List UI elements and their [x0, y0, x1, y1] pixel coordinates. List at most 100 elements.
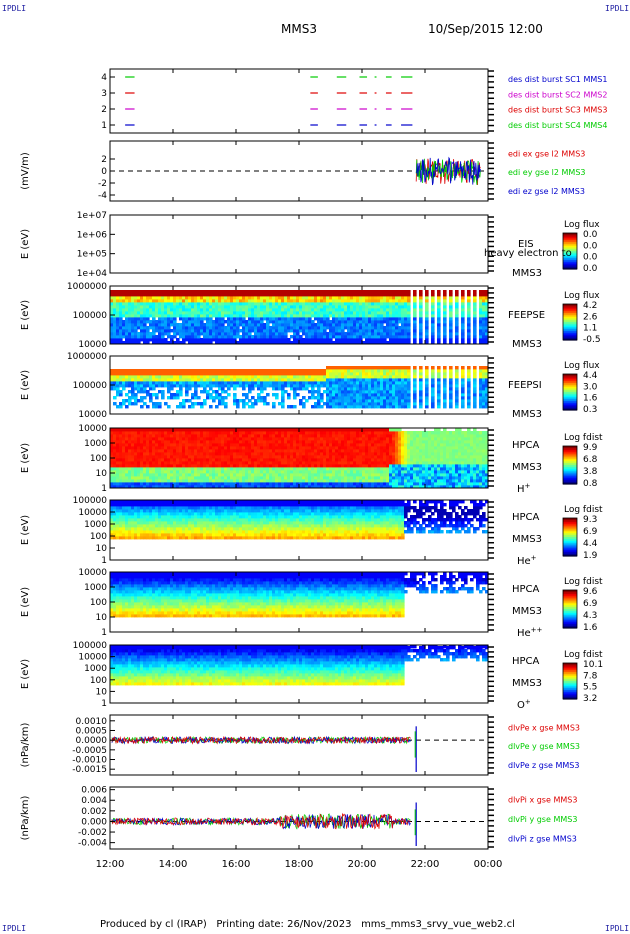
spectrogram-cell: [179, 311, 183, 315]
spectrogram-cell: [191, 308, 195, 312]
spectrogram-cell: [380, 311, 384, 315]
spectrogram-cell: [308, 311, 312, 315]
spectrogram-cell: [161, 314, 165, 318]
spectrogram-cell: [251, 470, 255, 474]
spectrogram-cell: [275, 381, 279, 385]
spectrogram-cell: [167, 381, 171, 385]
spectrogram-cell: [119, 458, 123, 462]
spectrogram-cell: [266, 326, 270, 330]
spectrogram-cell: [239, 381, 243, 385]
spectrogram-cell: [128, 314, 132, 318]
spectrogram-cell: [419, 399, 423, 403]
colorbar: [563, 233, 577, 270]
spectrogram-cell: [152, 338, 156, 342]
spectrogram-cell: [413, 396, 417, 400]
spectrogram-cell: [218, 381, 222, 385]
spectrogram-cell: [449, 390, 453, 394]
spectrogram-cell: [239, 311, 243, 315]
spectrogram-cell: [431, 372, 435, 376]
spectrogram-cell: [485, 393, 489, 397]
spectrogram-cell: [119, 293, 123, 297]
spectrogram-cell: [344, 320, 348, 324]
spectrogram-cell: [179, 314, 183, 318]
spectrogram-cell: [176, 311, 180, 315]
spectrogram-cell: [380, 375, 384, 379]
spectrogram-cell: [278, 299, 282, 303]
spectrogram-cell: [197, 461, 201, 465]
spectrogram-cell: [122, 381, 126, 385]
spectrogram-cell: [443, 314, 447, 318]
spectrogram-cell: [215, 455, 219, 459]
spectrogram-cell: [227, 311, 231, 315]
spectrogram-cell: [311, 473, 315, 477]
spectrogram-cell: [317, 290, 321, 294]
spectrogram-cell: [302, 308, 306, 312]
spectrogram-cell: [275, 329, 279, 333]
spectrogram-cell: [305, 485, 309, 489]
spectrogram-cell: [113, 332, 117, 336]
spectrogram-cell: [242, 437, 246, 441]
spectrogram-cell: [194, 473, 198, 477]
spectrogram-cell: [332, 299, 336, 303]
spectrogram-cell: [167, 470, 171, 474]
spectrogram-cell: [191, 305, 195, 309]
spectrogram-cell: [257, 476, 261, 480]
spectrogram-cell: [203, 332, 207, 336]
spectrogram-cell: [272, 305, 276, 309]
spectrogram-cell: [131, 323, 135, 327]
spectrogram-cell: [212, 399, 216, 403]
spectrogram-cell: [161, 372, 165, 376]
spectrogram-cell: [155, 434, 159, 438]
spectrogram-cell: [248, 387, 252, 391]
spectrogram-cell: [170, 311, 174, 315]
spectrogram-cell: [386, 320, 390, 324]
spectrogram-cell: [242, 455, 246, 459]
spectrogram-cell: [191, 449, 195, 453]
spectrogram-cell: [350, 308, 354, 312]
spectrogram-cell: [356, 387, 360, 391]
spectrogram-cell: [146, 372, 150, 376]
spectrogram-cell: [200, 326, 204, 330]
spectrogram-cell: [473, 317, 477, 321]
spectrogram-cell: [377, 366, 381, 370]
spectrogram-cell: [395, 323, 399, 327]
spectrogram-cell: [209, 387, 213, 391]
spectrogram-cell: [311, 393, 315, 397]
spectrogram-cell: [173, 378, 177, 382]
spectrogram-cell: [167, 290, 171, 294]
spectrogram-cell: [281, 381, 285, 385]
spectrogram-cell: [311, 461, 315, 465]
spectrogram-cell: [341, 323, 345, 327]
spectrogram-cell: [473, 320, 477, 324]
spectrogram-cell: [194, 308, 198, 312]
spectrogram-cell: [413, 293, 417, 297]
spectrogram-cell: [323, 296, 327, 300]
spectrogram-cell: [122, 473, 126, 477]
spectrogram-cell: [194, 458, 198, 462]
spectrogram-cell: [317, 473, 321, 477]
colorbar-cell: [563, 399, 577, 402]
spectrogram-cell: [431, 387, 435, 391]
spectrogram-cell: [461, 366, 465, 370]
spectrogram-cell: [272, 378, 276, 382]
spectrogram-cell: [437, 372, 441, 376]
spectrogram-cell: [425, 335, 429, 339]
spectrogram-cell: [233, 464, 237, 468]
spectrogram-cell: [122, 399, 126, 403]
spectrogram-cell: [314, 455, 318, 459]
spectrogram-cell: [341, 372, 345, 376]
spectrogram-cell: [212, 434, 216, 438]
spectrogram-cell: [299, 378, 303, 382]
spectrogram-cell: [383, 402, 387, 406]
spectrogram-cell: [335, 293, 339, 297]
spectrogram-cell: [158, 467, 162, 471]
spectrogram-cell: [206, 428, 210, 432]
spectrogram-cell: [227, 299, 231, 303]
spectrogram-cell: [455, 302, 459, 306]
spectrogram-cell: [161, 464, 165, 468]
spectrogram-cell: [320, 482, 324, 486]
spectrogram-cell: [377, 393, 381, 397]
spectrogram-cell: [341, 335, 345, 339]
spectrogram-cell: [323, 290, 327, 294]
spectrogram-cell: [437, 393, 441, 397]
